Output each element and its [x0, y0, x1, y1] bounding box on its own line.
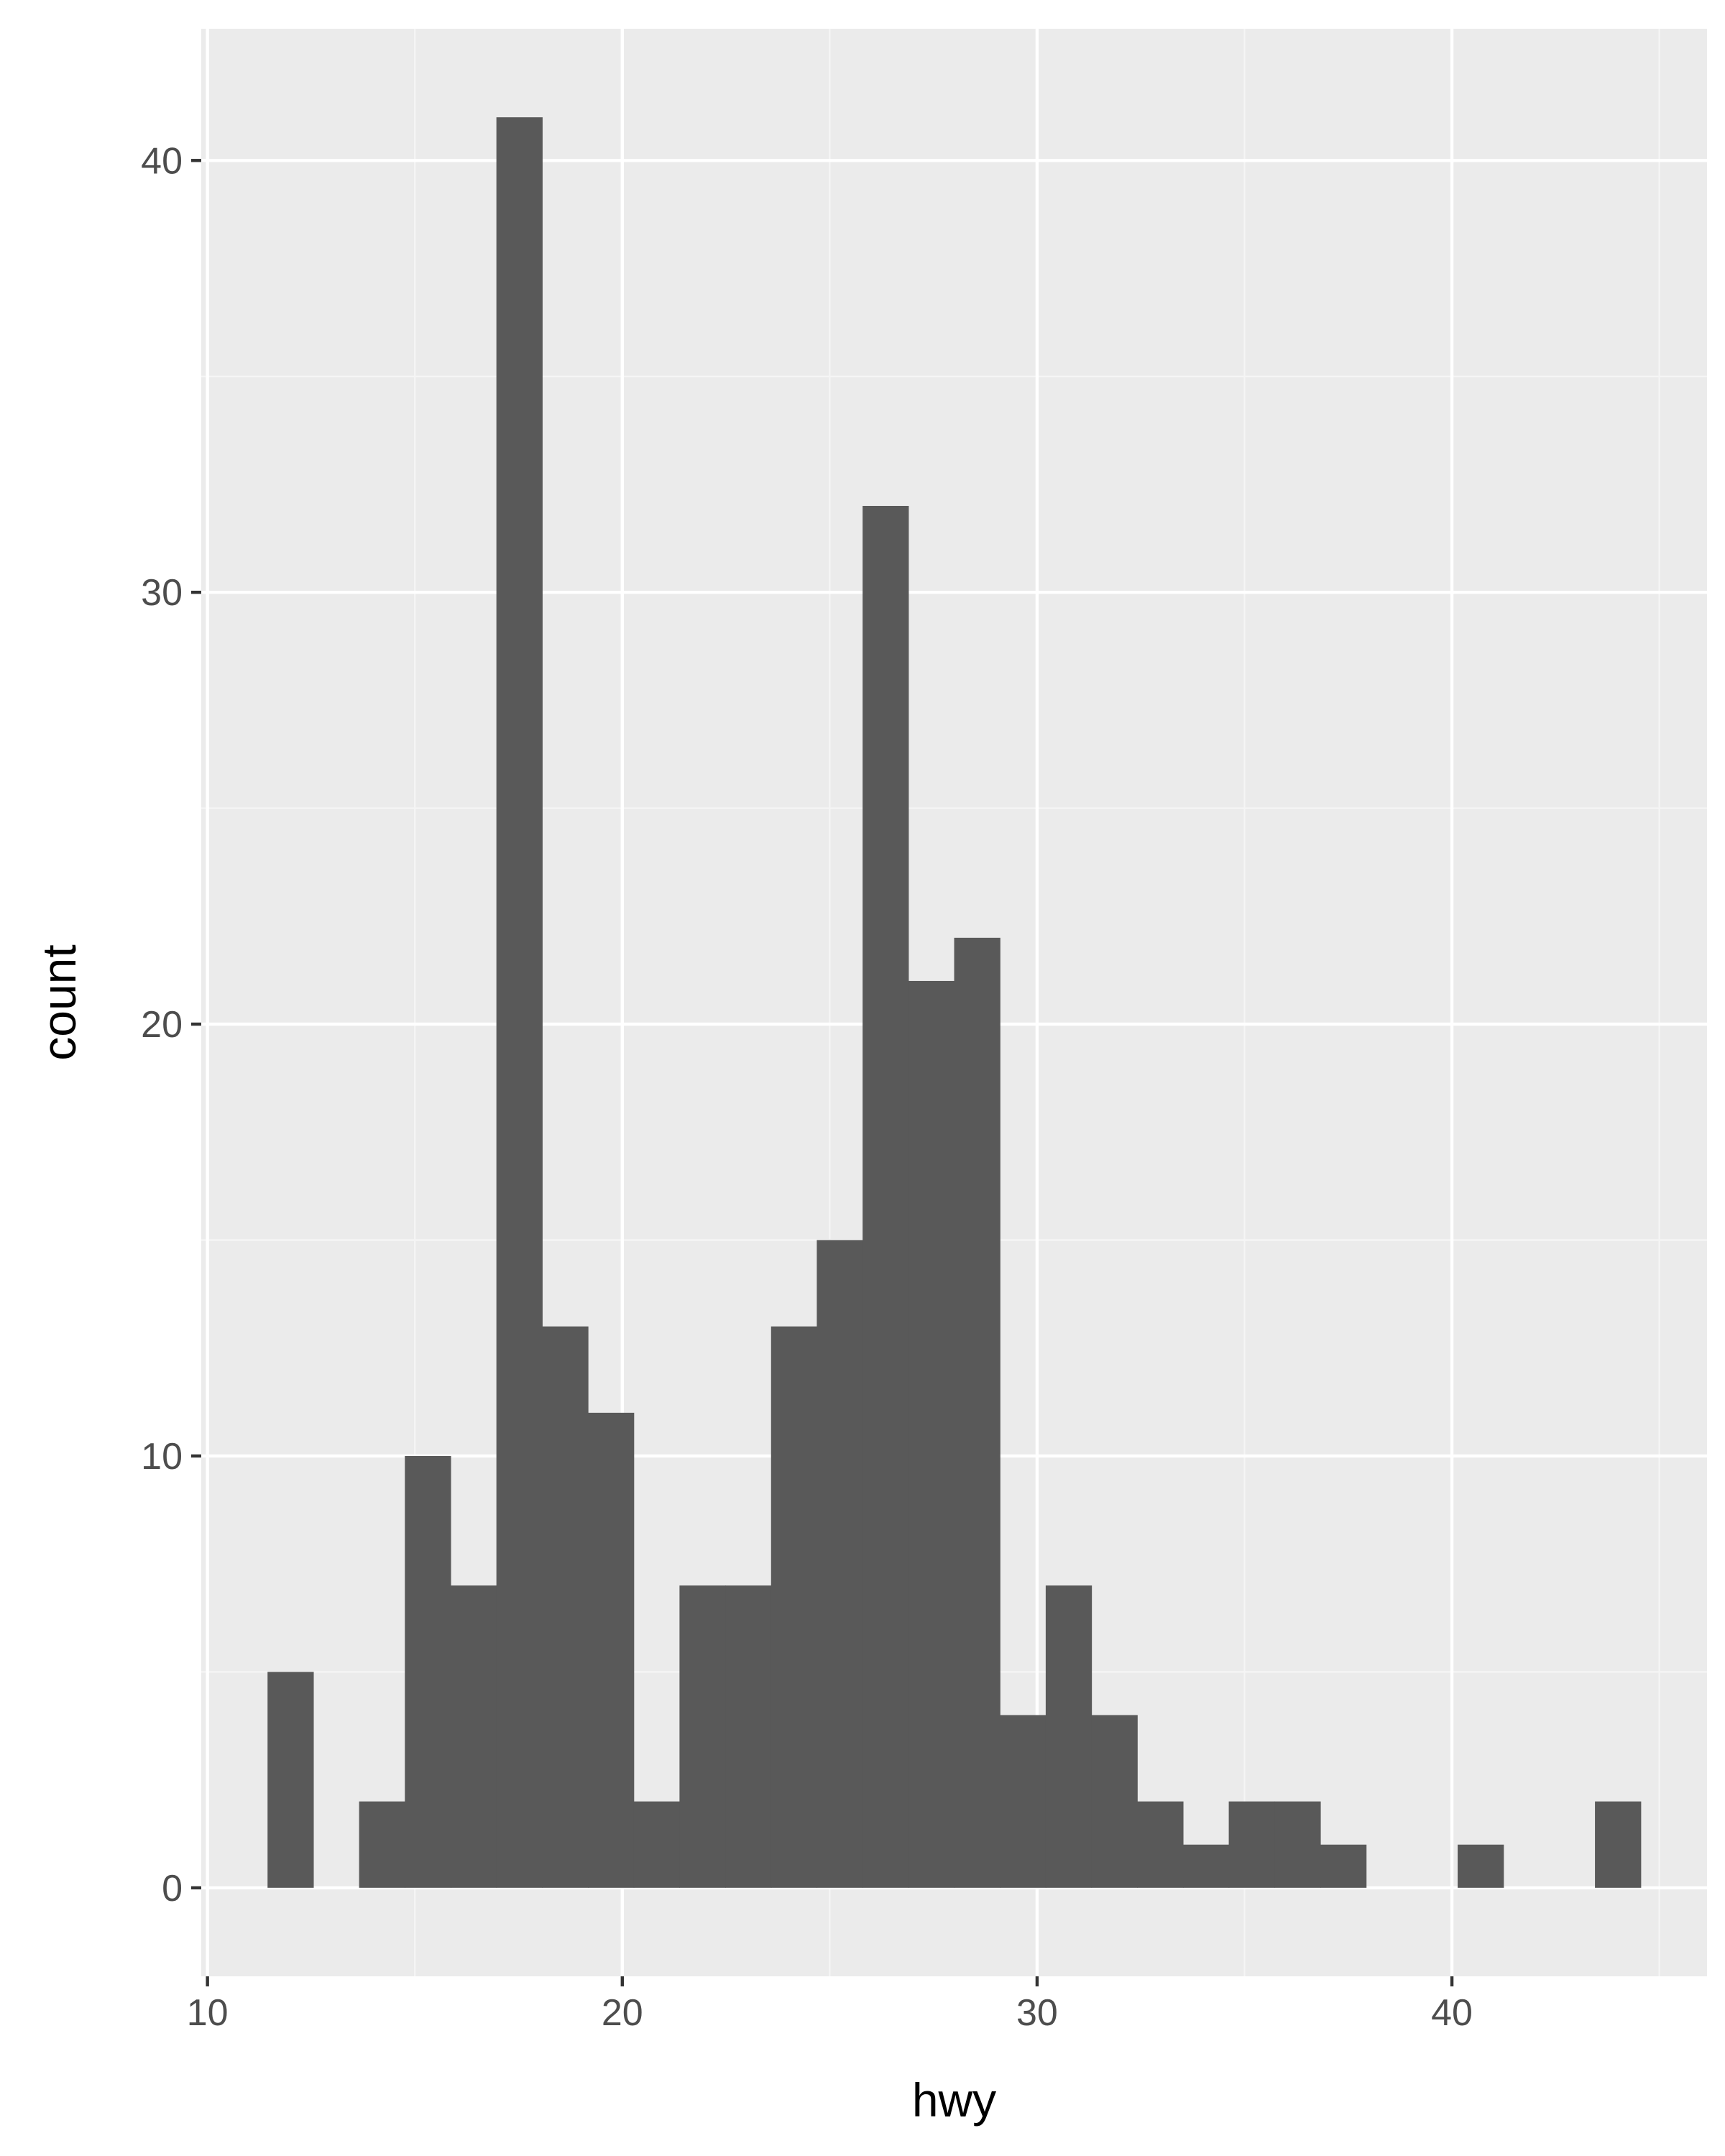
histogram-bar: [633, 1801, 681, 1888]
histogram-bar: [359, 1801, 405, 1888]
histogram-bar: [816, 1240, 863, 1888]
y-tick-label: 20: [141, 1004, 183, 1046]
histogram-bar: [908, 980, 955, 1888]
histogram-bar: [1274, 1801, 1321, 1888]
histogram-bar: [1045, 1585, 1092, 1888]
histogram-bar: [862, 505, 909, 1888]
bars: [267, 117, 1642, 1888]
histogram-bar: [450, 1585, 497, 1888]
histogram-bar: [954, 937, 1000, 1888]
x-tick-label: 40: [1431, 1992, 1473, 2034]
x-tick-label: 10: [187, 1992, 229, 2034]
histogram-bar: [1137, 1801, 1184, 1888]
x-tick-label: 20: [602, 1992, 643, 2034]
histogram-bar: [1228, 1801, 1275, 1888]
histogram-bar: [1000, 1715, 1046, 1888]
y-axis-title: count: [32, 944, 86, 1060]
histogram-bar: [725, 1585, 772, 1888]
x-axis: 10 20 30 40: [187, 1976, 1473, 2034]
histogram-bar: [588, 1412, 635, 1888]
histogram-bar: [1320, 1844, 1367, 1888]
histogram-bar: [496, 117, 543, 1888]
histogram-bar: [1091, 1715, 1138, 1888]
histogram-bar: [267, 1672, 314, 1888]
x-tick-label: 30: [1016, 1992, 1058, 2034]
y-tick-label: 10: [141, 1436, 183, 1478]
y-tick-label: 0: [162, 1868, 183, 1909]
histogram-bar: [1458, 1844, 1504, 1888]
y-tick-label: 30: [141, 572, 183, 614]
histogram-bar: [542, 1326, 589, 1888]
histogram-bar: [1182, 1844, 1230, 1888]
y-axis: 0 10 20 30 40: [141, 140, 201, 1909]
x-axis-title: hwy: [912, 2073, 996, 2127]
histogram-bar: [770, 1326, 818, 1888]
y-tick-label: 40: [141, 140, 183, 182]
histogram-bar: [405, 1455, 451, 1888]
histogram-bar: [1595, 1801, 1642, 1888]
histogram-bar: [679, 1585, 726, 1888]
